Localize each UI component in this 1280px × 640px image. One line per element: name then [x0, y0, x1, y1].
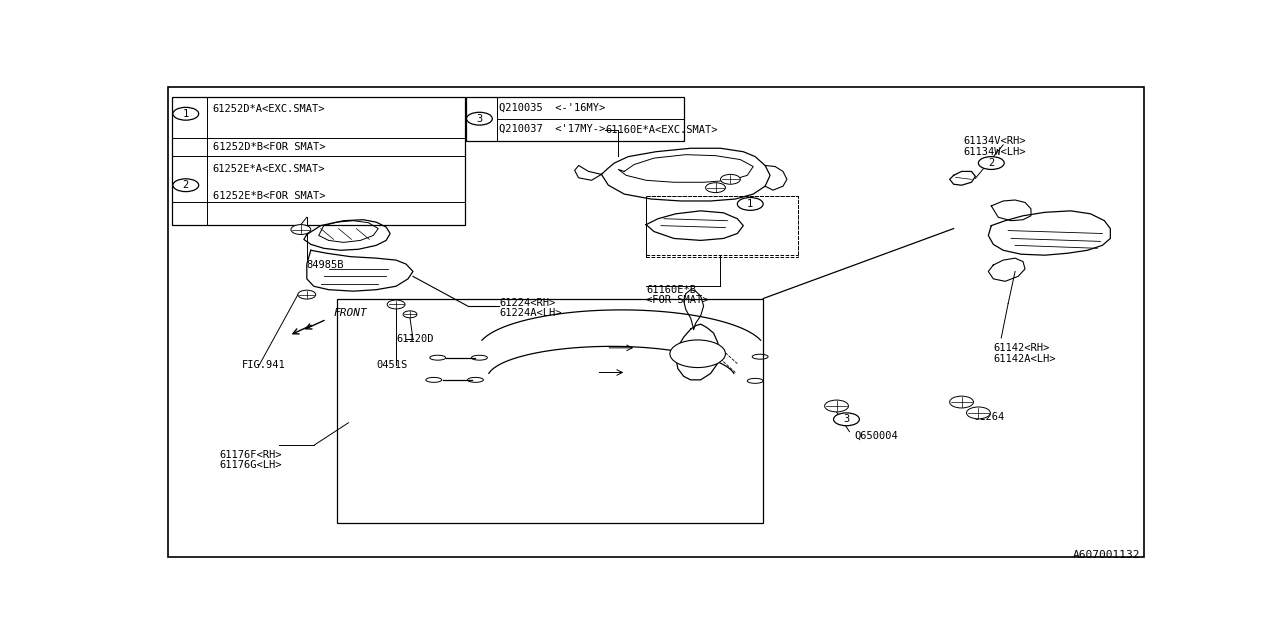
Circle shape: [721, 174, 740, 184]
Text: Q650004: Q650004: [855, 431, 899, 440]
Text: 1: 1: [748, 199, 754, 209]
Circle shape: [978, 157, 1005, 170]
Circle shape: [833, 413, 859, 426]
Text: 61134W<LH>: 61134W<LH>: [964, 147, 1027, 157]
Text: FIG.941: FIG.941: [242, 360, 287, 370]
Circle shape: [669, 340, 726, 367]
Circle shape: [966, 407, 991, 419]
Circle shape: [298, 290, 316, 299]
Circle shape: [387, 300, 404, 309]
Text: 84985B: 84985B: [307, 260, 344, 270]
Bar: [337, 298, 763, 523]
Circle shape: [173, 108, 198, 120]
Bar: [466, 97, 684, 141]
Ellipse shape: [430, 355, 445, 360]
Text: 61142<RH>: 61142<RH>: [993, 343, 1050, 353]
Text: A607001132: A607001132: [1073, 550, 1140, 560]
Text: 61264: 61264: [973, 412, 1005, 422]
Text: Q210035  <-'16MY>: Q210035 <-'16MY>: [499, 103, 605, 113]
Text: 3: 3: [476, 114, 483, 124]
Text: 61160E*B: 61160E*B: [646, 285, 696, 294]
Text: <FOR SMAT>: <FOR SMAT>: [646, 294, 709, 305]
Text: FRONT: FRONT: [334, 308, 367, 318]
Text: 61224A<LH>: 61224A<LH>: [499, 308, 562, 318]
Text: 3: 3: [844, 414, 850, 424]
Bar: [172, 97, 465, 225]
Text: 61224<RH>: 61224<RH>: [499, 298, 556, 307]
Circle shape: [173, 179, 198, 191]
Text: 1: 1: [183, 109, 189, 119]
Circle shape: [403, 311, 417, 318]
Ellipse shape: [748, 378, 763, 383]
Circle shape: [466, 112, 493, 125]
Ellipse shape: [426, 378, 442, 382]
Ellipse shape: [471, 355, 488, 360]
Bar: [646, 196, 797, 257]
Circle shape: [950, 396, 974, 408]
Text: 61252E*A<EXC.SMAT>: 61252E*A<EXC.SMAT>: [212, 164, 325, 174]
Text: 2: 2: [183, 180, 189, 190]
Text: 61252D*B<FOR SMAT>: 61252D*B<FOR SMAT>: [212, 142, 325, 152]
Text: 61160E*A<EXC.SMAT>: 61160E*A<EXC.SMAT>: [605, 125, 718, 135]
Text: 61252E*B<FOR SMAT>: 61252E*B<FOR SMAT>: [212, 191, 325, 201]
Text: Q210037  <'17MY->: Q210037 <'17MY->: [499, 124, 605, 134]
Circle shape: [291, 225, 311, 234]
Circle shape: [705, 183, 726, 193]
Circle shape: [824, 400, 849, 412]
Text: 2: 2: [988, 158, 995, 168]
Text: 61142A<LH>: 61142A<LH>: [993, 354, 1056, 364]
Text: 61120D: 61120D: [396, 334, 434, 344]
Circle shape: [737, 198, 763, 211]
Ellipse shape: [467, 378, 484, 382]
Text: 0451S: 0451S: [376, 360, 407, 370]
Text: 61134V<RH>: 61134V<RH>: [964, 136, 1027, 146]
Text: 61176F<RH>: 61176F<RH>: [220, 451, 282, 460]
Text: 61176G<LH>: 61176G<LH>: [220, 460, 282, 470]
Text: 61252D*A<EXC.SMAT>: 61252D*A<EXC.SMAT>: [212, 104, 325, 114]
Ellipse shape: [753, 355, 768, 359]
